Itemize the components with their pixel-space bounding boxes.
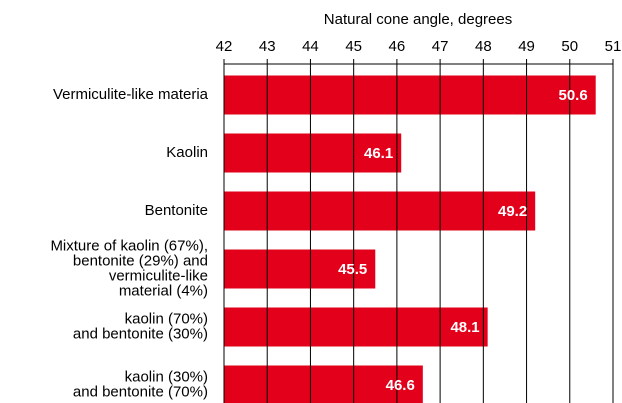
y-tick-label: kaolin (30%) and bentonite (70%) (73, 368, 208, 400)
x-tick-label: 45 (345, 38, 362, 55)
bar (224, 307, 488, 347)
value-label: 46.1 (364, 145, 393, 162)
y-tick-label: kaolin (70%) and bentonite (30%) (73, 310, 208, 342)
value-label: 45.5 (338, 261, 367, 278)
value-label: 49.2 (498, 203, 527, 220)
y-tick-label: Bentonite (145, 202, 208, 219)
x-tick-label: 44 (302, 38, 319, 55)
x-tick-label: 51 (605, 38, 622, 55)
bar (224, 133, 402, 173)
x-tick-label: 47 (432, 38, 449, 55)
value-label: 48.1 (450, 319, 479, 336)
bar (224, 75, 596, 115)
value-label: 46.6 (386, 377, 415, 394)
bar (224, 191, 536, 231)
x-tick-label: 50 (561, 38, 578, 55)
x-tick-label: 48 (475, 38, 492, 55)
y-tick-label: Vermiculite-like materia (53, 86, 209, 103)
x-tick-label: 43 (259, 38, 276, 55)
x-tick-label: 49 (518, 38, 535, 55)
x-axis-title: Natural cone angle, degrees (324, 11, 512, 28)
y-tick-label: Mixture of kaolin (67%), bentonite (29%) … (50, 237, 208, 299)
x-tick-label: 46 (389, 38, 406, 55)
bar (224, 249, 376, 289)
x-tick-label: 42 (216, 38, 233, 55)
y-tick-label: Kaolin (166, 144, 208, 161)
value-label: 50.6 (559, 87, 588, 104)
bar (224, 365, 423, 403)
